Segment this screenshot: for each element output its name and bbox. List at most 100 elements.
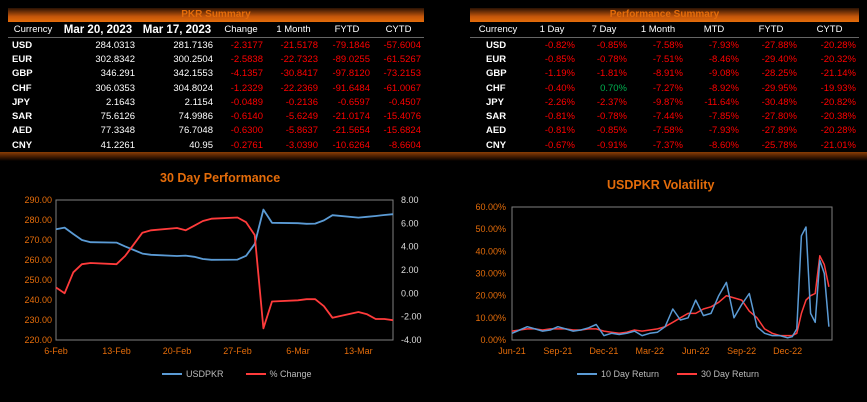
legend-30day-swatch (677, 373, 698, 375)
table-cell: -4.1357 (230, 68, 263, 80)
pkr-summary-title: PKR Summary (8, 8, 424, 22)
table-cell: -2.37% (596, 96, 627, 108)
pkr-summary-body: USD 284.0313 281.7136 -2.3177 -21.5178 -79.18… (8, 38, 424, 153)
table-cell: -28.25% (761, 68, 797, 80)
pkr-summary-header-5: FYTD (321, 22, 373, 38)
x-tick-label: Sep-22 (727, 346, 756, 356)
table-cell: -0.85% (596, 125, 627, 137)
series-line-30-day-return (511, 255, 830, 337)
legend-pct-change-label: % Change (269, 369, 312, 379)
currency-code: EUR (486, 53, 507, 65)
table-cell: -10.6264 (332, 139, 370, 151)
pkr-summary-header-1: Mar 20, 2023 (58, 22, 138, 38)
currency-code: GBP (486, 68, 507, 80)
table-cell: 302.8342 (95, 53, 135, 65)
table-cell: -8.46% (708, 53, 739, 65)
table-cell: -11.64% (704, 96, 739, 108)
performance-summary-header-row: Currency 1 Day 7 Day 1 Month MTD FYTD CYTD (470, 22, 859, 38)
x-tick-label: 20-Feb (163, 346, 192, 356)
table-row: GBP -1.19% -1.81% -8.91% -9.08% -28.25% -21.14… (470, 67, 859, 81)
table-cell: -29.95% (761, 82, 797, 94)
table-row: CHF 306.0353 304.8024 -1.2329 -22.2369 -91.64… (8, 81, 424, 95)
table-cell: -22.2369 (280, 82, 318, 94)
table-cell: -21.14% (820, 68, 856, 80)
table-row: USD -0.82% -0.85% -7.58% -7.93% -27.88% -20.28… (470, 38, 859, 53)
x-tick-label: Dec-21 (589, 346, 618, 356)
table-cell: -0.67% (544, 139, 575, 151)
table-cell: -20.38% (820, 111, 856, 123)
table-cell: -7.27% (652, 82, 683, 94)
performance-summary-panel: Performance Summary Currency 1 Day 7 Day 1 … (470, 8, 859, 152)
pkr-summary-header-0: Currency (8, 22, 58, 38)
y-right-tick-label: 6.00 (401, 218, 419, 228)
currency-code: GBP (12, 68, 33, 80)
x-tick-label: 13-Mar (344, 346, 373, 356)
table-row: GBP 346.291 342.1553 -4.1357 -30.8417 -97.812… (8, 67, 424, 81)
performance-summary-header-0: Currency (470, 22, 526, 38)
y-tick-label: 30.00% (475, 269, 506, 279)
currency-code: USD (486, 39, 507, 51)
table-cell: -7.85% (708, 111, 739, 123)
x-tick-label: 6-Mar (286, 346, 310, 356)
table-cell: -19.93% (820, 82, 856, 94)
table-cell: 306.0353 (95, 82, 135, 94)
table-cell: -97.8120 (332, 68, 370, 80)
table-cell: -9.08% (708, 68, 739, 80)
currency-code: SAR (486, 111, 507, 123)
table-cell: -8.6604 (388, 139, 421, 151)
table-cell: -89.0255 (332, 53, 370, 65)
currency-code: JPY (12, 96, 30, 108)
y-right-tick-label: -4.00 (401, 335, 422, 345)
x-tick-label: Jun-22 (682, 346, 710, 356)
legend-10day-swatch (577, 373, 597, 375)
table-cell: -21.5654 (332, 125, 370, 137)
currency-code: CNY (12, 139, 33, 151)
table-cell: -0.81% (544, 125, 575, 137)
currency-code: AED (12, 125, 33, 137)
plot-area-border (55, 199, 394, 341)
legend-pct-change-swatch (245, 373, 266, 375)
table-cell: -0.78% (596, 53, 627, 65)
table-row: SAR -0.81% -0.78% -7.44% -7.85% -27.80% -20.38… (470, 109, 859, 123)
table-cell: -5.6249 (285, 111, 318, 123)
table-cell: 0.70% (600, 82, 627, 94)
table-cell: -20.32% (820, 53, 856, 65)
y-left-tick-label: 230.00 (24, 315, 52, 325)
table-cell: 76.7048 (178, 125, 213, 137)
table-cell: -21.01% (820, 139, 856, 151)
performance-summary-body: USD -0.82% -0.85% -7.58% -7.93% -27.88% -20.28… (470, 38, 859, 153)
x-tick-label: Dec-22 (773, 346, 802, 356)
table-row: JPY -2.26% -2.37% -9.87% -11.64% -30.48% -20.8… (470, 95, 859, 109)
table-cell: -7.44% (652, 111, 683, 123)
y-tick-label: 10.00% (475, 313, 506, 323)
table-cell: -0.40% (544, 82, 575, 94)
performance-summary-table: Currency 1 Day 7 Day 1 Month MTD FYTD CYTD USD… (470, 22, 859, 152)
table-cell: -30.48% (761, 96, 797, 108)
chart-usdpkr-volatility: 0.00% 10.00% 20.00% 30.00% 40.00% 50.00% 60.00… (475, 202, 833, 356)
plot-area-border (511, 206, 833, 341)
chart-volatility-title: USDPKR Volatility (607, 178, 715, 192)
pkr-summary-header-3: Change (216, 22, 266, 38)
y-left-tick-label: 240.00 (24, 295, 52, 305)
table-row: JPY 2.1643 2.1154 -0.0489 -0.2136 -0.6597 -0.4… (8, 95, 424, 109)
series-line-10-day-return (511, 226, 830, 339)
table-cell: -15.6824 (383, 125, 421, 137)
y-tick-label: 0.00% (480, 335, 506, 345)
currency-code: AED (486, 125, 507, 137)
table-cell: -27.89% (761, 125, 797, 137)
table-cell: -0.4507 (388, 96, 421, 108)
table-cell: -20.28% (820, 39, 856, 51)
currency-code: CHF (486, 82, 506, 94)
section-divider (0, 152, 867, 161)
legend-10day-label: 10 Day Return (601, 369, 660, 379)
x-tick-label: 27-Feb (223, 346, 252, 356)
currency-code: CNY (486, 139, 507, 151)
pkr-summary-header-2: Mar 17, 2023 (138, 22, 216, 38)
y-left-tick-label: 260.00 (24, 255, 52, 265)
y-left-tick-label: 280.00 (24, 215, 52, 225)
table-cell: -0.6140 (230, 111, 263, 123)
performance-summary-header-2: 7 Day (578, 22, 630, 38)
performance-summary-header-1: 1 Day (526, 22, 578, 38)
table-cell: 2.1643 (105, 96, 135, 108)
table-cell: -29.40% (761, 53, 797, 65)
